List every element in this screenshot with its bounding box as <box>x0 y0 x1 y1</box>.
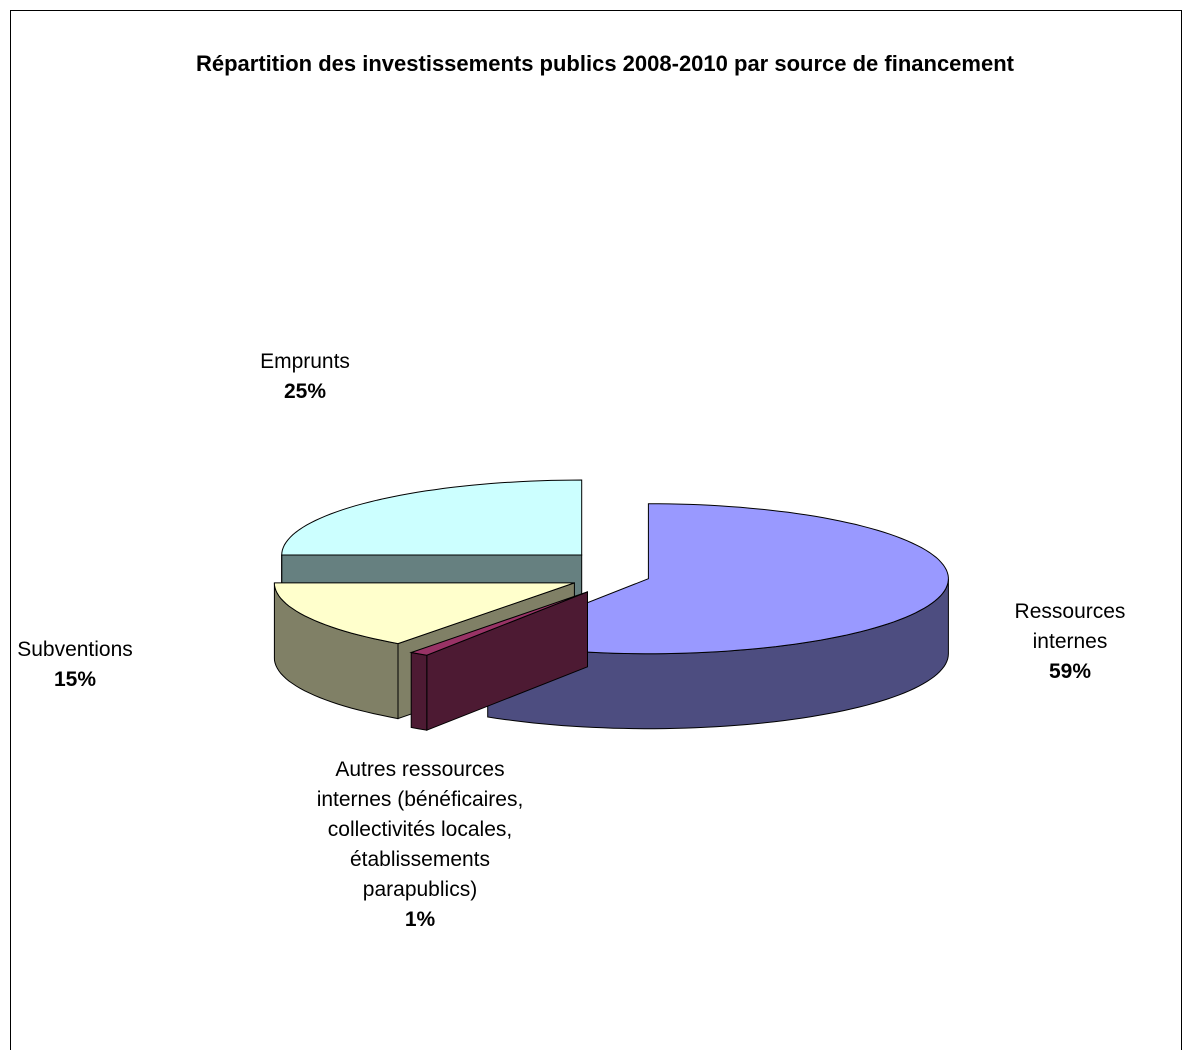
slice <box>273 582 575 645</box>
value-label: 1% <box>404 908 436 931</box>
category-label: Emprunts <box>260 350 350 373</box>
data-label: Ressources internes 59% <box>985 597 1155 687</box>
slice <box>409 591 588 656</box>
category-label: Autres ressources internes (bénéficaires… <box>316 758 524 901</box>
data-label: Autres ressources internes (bénéficaires… <box>315 755 525 935</box>
category-label: Ressources internes <box>1014 600 1126 653</box>
slice <box>281 479 583 556</box>
slice <box>485 503 949 655</box>
value-label: 59% <box>1048 660 1092 683</box>
slice-side <box>410 651 428 731</box>
data-label: Subventions 15% <box>0 635 175 695</box>
value-label: 15% <box>53 668 97 691</box>
value-label: 25% <box>283 380 327 403</box>
category-label: Subventions <box>17 638 133 661</box>
data-label: Emprunts 25% <box>205 347 405 407</box>
chart-frame <box>10 10 1182 1050</box>
chart-title: Répartition des investissements publics … <box>196 51 1014 76</box>
